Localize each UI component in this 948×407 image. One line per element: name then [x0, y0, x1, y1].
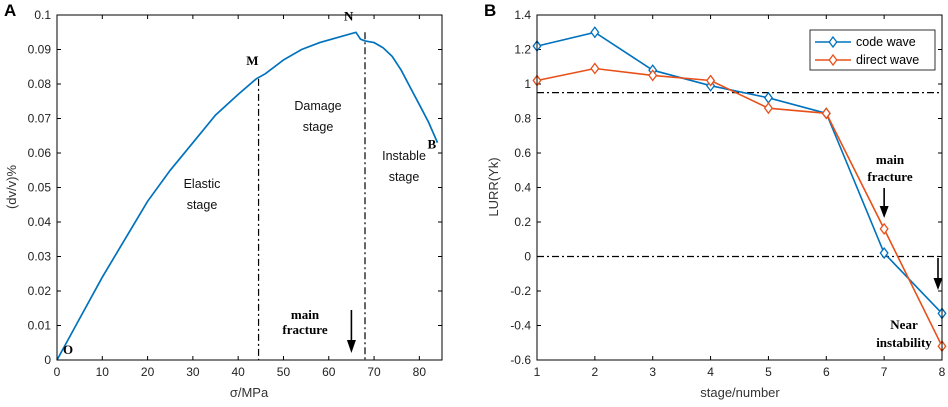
- legend-code-wave-marker: [828, 35, 838, 49]
- pb-xtick-label: 1: [534, 365, 541, 379]
- pb-instability-arrow-head: [933, 278, 943, 290]
- pa-ytick-label: 0.1: [34, 8, 51, 22]
- data-point: [763, 91, 773, 104]
- region-damage-line2: stage: [303, 120, 334, 134]
- panel-a-xlabel: σ/MPa: [230, 385, 269, 400]
- legend-box: [809, 29, 936, 71]
- pa-ytick-label: 0.03: [28, 250, 52, 264]
- panel-b-label: B: [484, 1, 496, 20]
- region-instable-line2: stage: [389, 170, 420, 184]
- data-point: [763, 102, 773, 115]
- point-label-o: O: [63, 342, 73, 357]
- pb-ytick-label: 0.4: [514, 181, 531, 195]
- pa-ytick-label: 0: [44, 353, 51, 367]
- pa-ytick-label: 0.02: [28, 284, 52, 298]
- legend-code-wave-label: code wave: [856, 35, 916, 49]
- point-label-m: M: [246, 53, 258, 68]
- pa-xtick-label: 60: [322, 365, 336, 379]
- pa-xtick-label: 80: [413, 365, 427, 379]
- pa-arrow-head: [346, 340, 356, 353]
- region-elastic-line2: stage: [187, 198, 218, 212]
- pa-xtick-label: 30: [186, 365, 200, 379]
- pb-xtick-label: 6: [823, 365, 830, 379]
- pb-xtick-label: 8: [939, 365, 946, 379]
- pb-ytick-label: 1.4: [514, 8, 531, 22]
- panel-a-ylabel: (dv/v)%: [4, 165, 19, 210]
- data-point: [821, 107, 831, 120]
- point-label-n: N: [344, 8, 354, 23]
- region-instable-line1: Instable: [382, 149, 426, 163]
- pa-ytick-label: 0.07: [28, 112, 52, 126]
- data-point: [590, 26, 600, 39]
- data-point: [706, 74, 716, 87]
- pa-xtick-label: 40: [231, 365, 245, 379]
- pb-ytick-label: 0.6: [514, 146, 531, 160]
- legend-direct-wave-label: direct wave: [856, 53, 919, 67]
- pb-ytick-label: -0.2: [510, 284, 531, 298]
- panel-b-xlabel: stage/number: [700, 385, 780, 400]
- pb-ytick-label: 0.8: [514, 112, 531, 126]
- panel-b-ylabel: LURR(Yk): [486, 157, 501, 216]
- pb-ytick-label: -0.6: [510, 353, 531, 367]
- pb-ytick-label: 1.2: [514, 43, 531, 57]
- region-damage-line1: Damage: [294, 99, 341, 113]
- data-point: [879, 246, 889, 260]
- strain-curve: [56, 31, 439, 361]
- panel-b-fracture-line1: main: [876, 152, 905, 167]
- series-line: [536, 67, 943, 347]
- pa-ytick-label: 0.08: [28, 77, 52, 91]
- panel-b-axes: [536, 14, 943, 361]
- panel-a-fracture-arrow: [346, 310, 356, 353]
- pb-ytick-label: 0.2: [514, 215, 531, 229]
- series-line: [536, 31, 943, 314]
- pa-xtick-label: 10: [96, 365, 110, 379]
- pa-ytick-label: 0.09: [28, 43, 52, 57]
- point-label-b: B: [427, 137, 436, 152]
- pa-xtick-label: 70: [367, 365, 381, 379]
- panel-a-fracture-line2: fracture: [282, 322, 327, 337]
- panel-b-chart: 1 2 3 4 5 6 7 8 -0.6 -0.4 -0.2 0 0.2 0.4 0.6 0.8 1 1.2 1.4…: [486, 8, 947, 400]
- pb-xtick-label: 5: [765, 365, 772, 379]
- panel-b-fracture-line2: fracture: [867, 169, 912, 184]
- pa-ytick-label: 0.05: [28, 181, 52, 195]
- data-point: [879, 222, 889, 235]
- pa-ytick-label: 0.06: [28, 146, 52, 160]
- panel-b-legend: code wave direct wave: [809, 29, 936, 71]
- data-point: [648, 69, 658, 82]
- pa-xtick-label: 50: [277, 365, 291, 379]
- pa-xtick-label: 0: [54, 365, 61, 379]
- pb-xtick-label: 4: [707, 365, 714, 379]
- panel-a-label: A: [4, 1, 16, 20]
- pb-xtick-label: 3: [649, 365, 656, 379]
- panel-b-instability-line1: Near: [890, 317, 918, 332]
- panel-b-instability-line2: instability: [876, 335, 932, 350]
- pa-ytick-label: 0.04: [28, 215, 52, 229]
- pb-xtick-label: 7: [881, 365, 888, 379]
- region-elastic-line1: Elastic: [184, 177, 221, 191]
- pb-ytick-label: 0: [524, 250, 531, 264]
- panel-a-chart: 0 10 20 30 40 50 60 70 80 0 0.01 0.02 0.03 0.04 0.05 0.…: [4, 8, 443, 400]
- pa-xtick-label: 20: [141, 365, 155, 379]
- panel-a-fracture-line1: main: [291, 307, 320, 322]
- pb-ytick-label: 1: [524, 77, 531, 91]
- pb-ytick-label: -0.4: [510, 319, 531, 333]
- panel-a-axes: [56, 14, 443, 361]
- data-point: [590, 62, 600, 75]
- legend-direct-wave-marker: [828, 53, 838, 67]
- pb-fracture-arrow-head: [879, 206, 889, 218]
- pb-xtick-label: 2: [592, 365, 599, 379]
- pa-ytick-label: 0.01: [28, 319, 52, 333]
